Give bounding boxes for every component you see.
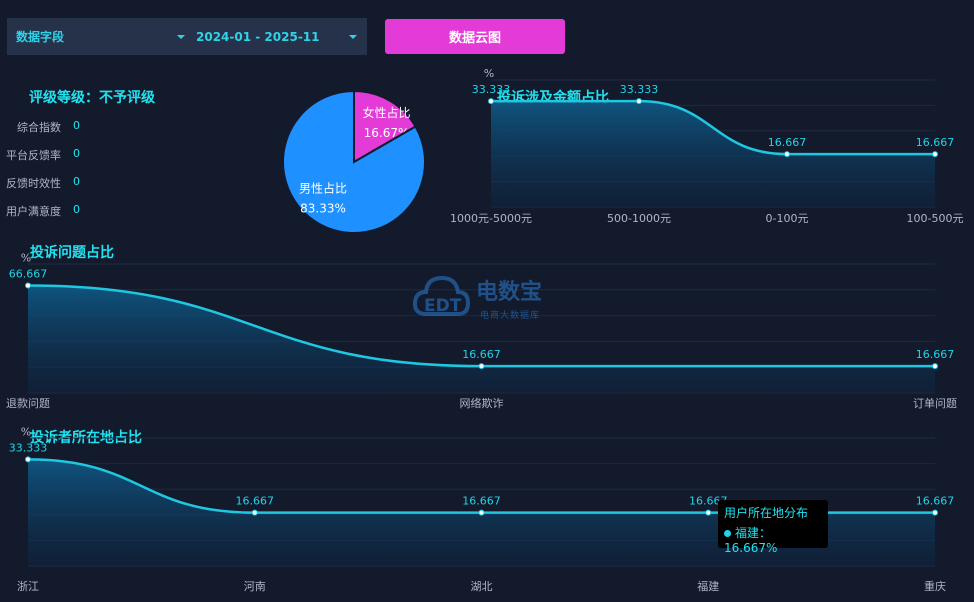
y-axis-unit: % — [484, 67, 494, 80]
watermark-tagline: 电商大数据库 — [480, 311, 541, 321]
series-dot-icon — [724, 530, 731, 537]
y-axis-unit: % — [21, 425, 31, 438]
data-point — [25, 456, 31, 463]
data-point — [932, 151, 938, 158]
pie-slice — [282, 89, 426, 234]
data-label: 33.333 — [620, 83, 659, 96]
x-tick-label: 网络欺诈 — [460, 396, 504, 410]
date-range-label: 2024-01 - 2025-11 — [196, 29, 320, 44]
data-point — [705, 509, 712, 516]
date-range-select[interactable]: 2024-01 - 2025-11 — [185, 18, 367, 55]
x-tick-label: 退款问题 — [6, 396, 50, 410]
data-label: 16.667 — [916, 495, 955, 508]
metric-label: 用户满意度 — [6, 205, 61, 218]
pie-slice-name: 男性占比 — [299, 180, 347, 195]
data-label: 16.667 — [462, 495, 501, 508]
tooltip-item: 福建：16.667% — [724, 524, 822, 555]
x-tick-label: 重庆 — [924, 579, 946, 593]
metric-value: 0 — [73, 147, 80, 160]
watermark-brand: 电数宝 — [476, 280, 543, 305]
metric-value: 0 — [73, 203, 80, 216]
metric-label: 综合指数 — [17, 121, 61, 134]
pie-slice-name: 女性占比 — [362, 105, 410, 120]
area-fill — [491, 101, 935, 207]
chevron-down-icon — [177, 35, 185, 39]
wordcloud-button[interactable]: 数据云图 — [385, 19, 565, 54]
data-label: 16.667 — [689, 495, 728, 508]
cloud-icon — [412, 270, 471, 320]
rating-title: 评级等级：不予评级 — [29, 90, 155, 106]
field-select-label: 数据字段 — [16, 30, 65, 44]
x-tick-label: 订单问题 — [913, 397, 957, 410]
field-select[interactable]: 数据字段 — [7, 18, 185, 55]
data-label: 66.667 — [9, 267, 48, 280]
x-tick-label: 1000元-5000元 — [450, 212, 532, 225]
data-label: 16.667 — [916, 136, 955, 149]
metric-value: 0 — [73, 175, 80, 188]
issue-chart-title: 投诉问题占比 — [30, 245, 114, 261]
tooltip-item-text: 福建：16.667% — [724, 526, 778, 555]
x-tick-label: 500-1000元 — [607, 212, 671, 225]
metric-value: 0 — [73, 119, 80, 132]
x-tick-label: 100-500元 — [907, 212, 964, 225]
data-label: 33.333 — [472, 83, 511, 96]
metric-label: 反馈时效性 — [6, 177, 61, 190]
data-label: 16.667 — [236, 495, 275, 508]
x-tick-label: 0-100元 — [766, 212, 809, 225]
metric-label: 平台反馈率 — [6, 149, 61, 162]
x-tick-label: 湖北 — [471, 580, 493, 593]
data-label: 16.667 — [916, 348, 955, 361]
y-axis-unit: % — [21, 251, 31, 264]
watermark-logo-text: EDT — [424, 296, 462, 316]
tooltip-title: 用户所在地分布 — [724, 506, 809, 520]
data-point — [478, 363, 485, 370]
x-tick-label: 浙江 — [17, 580, 39, 593]
data-point — [251, 509, 258, 516]
x-tick-label: 福建 — [697, 579, 719, 593]
data-label: 16.667 — [462, 348, 501, 361]
data-point — [932, 509, 938, 516]
x-tick-label: 河南 — [244, 580, 266, 593]
series-line — [491, 99, 935, 156]
chevron-down-icon — [349, 35, 357, 39]
data-point — [932, 363, 938, 370]
data-label: 33.333 — [9, 441, 48, 454]
chart-tooltip: 用户所在地分布 福建：16.667% — [718, 500, 828, 555]
data-point — [488, 98, 494, 105]
data-point — [636, 98, 642, 105]
data-point — [25, 282, 31, 289]
data-point — [784, 151, 790, 158]
pie-slice-label: 83.33% — [300, 201, 346, 215]
data-label: 16.667 — [768, 136, 807, 149]
data-point — [478, 509, 485, 516]
watermark-logo: EDT 电数宝 电商大数据库 — [410, 266, 560, 326]
pie-slice — [353, 89, 417, 164]
